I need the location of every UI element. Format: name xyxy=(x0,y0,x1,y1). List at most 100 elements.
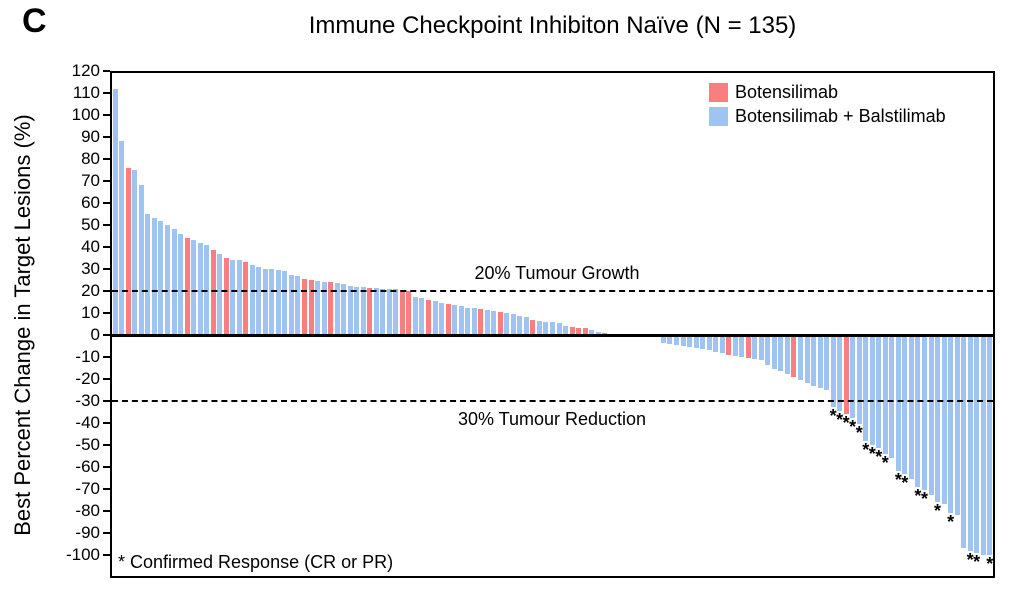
bar xyxy=(667,335,673,344)
bar xyxy=(269,269,275,335)
confirmed-response-star: * xyxy=(862,439,870,460)
bar xyxy=(523,317,529,335)
bar xyxy=(856,335,862,425)
bar xyxy=(719,335,725,353)
y-tick-mark xyxy=(103,180,110,182)
bar xyxy=(752,335,758,360)
bar xyxy=(256,266,262,335)
y-tick-label: 60 xyxy=(81,193,100,212)
zero-baseline xyxy=(112,333,993,337)
bar xyxy=(484,309,490,335)
chart-title: Immune Checkpoint Inhibiton Naïve (N = 1… xyxy=(308,12,797,39)
y-tick-mark xyxy=(103,422,110,424)
bar xyxy=(504,313,510,335)
bar xyxy=(302,278,307,335)
bar xyxy=(987,335,993,555)
confirmed-response-star: * xyxy=(836,409,844,430)
bar xyxy=(439,303,445,335)
confirmed-response-star: * xyxy=(855,423,863,444)
y-tick-label: -90 xyxy=(75,523,100,542)
legend-item-botensilimab-balstilimab: Botensilimab + Balstilimab xyxy=(709,106,946,126)
y-tick-mark xyxy=(103,290,110,292)
y-tick-label: 110 xyxy=(72,83,100,102)
bar xyxy=(249,264,255,335)
bar xyxy=(830,335,836,407)
legend-label: Botensilimab + Balstilimab xyxy=(735,106,946,126)
bar xyxy=(576,328,582,335)
y-tick-mark xyxy=(103,246,110,248)
y-tick-label: -60 xyxy=(75,457,100,476)
confirmed-response-footnote: * Confirmed Response (CR or PR) xyxy=(118,552,394,572)
bar xyxy=(230,260,236,335)
bar xyxy=(380,288,386,335)
bar xyxy=(471,307,477,335)
confirmed-response-star: * xyxy=(875,447,883,468)
bar xyxy=(419,297,425,335)
y-tick-mark xyxy=(103,268,110,270)
bar xyxy=(660,335,666,343)
bar xyxy=(341,284,347,335)
y-tick-mark xyxy=(103,158,110,160)
bar xyxy=(569,327,575,335)
bar xyxy=(921,335,927,491)
legend-label: Botensilimab xyxy=(735,82,839,102)
bar xyxy=(171,229,177,335)
bar xyxy=(223,258,229,335)
bar xyxy=(700,335,706,350)
y-tick-mark xyxy=(103,224,110,226)
bar xyxy=(889,335,895,459)
confirmed-response-star: * xyxy=(947,512,955,533)
y-tick-label: 10 xyxy=(81,303,100,322)
bar xyxy=(771,335,777,370)
bar xyxy=(530,319,536,335)
y-tick-label: 120 xyxy=(71,61,100,80)
bar xyxy=(426,299,431,335)
bar xyxy=(315,281,321,335)
bar xyxy=(980,335,986,555)
confirmed-response-star: * xyxy=(914,485,922,506)
bar xyxy=(732,335,738,356)
bar xyxy=(582,328,588,335)
bar xyxy=(262,269,268,335)
y-tick-mark xyxy=(103,532,110,534)
y-tick-label: -70 xyxy=(75,479,100,498)
bar xyxy=(882,335,888,454)
confirmed-response-star: * xyxy=(829,405,837,426)
bar xyxy=(347,285,353,335)
confirmed-response-star: * xyxy=(986,554,994,574)
growth-reference-line xyxy=(112,290,993,292)
bar xyxy=(745,335,751,359)
botensilimab-balstilimab-color-swatch xyxy=(709,107,728,126)
y-tick-mark xyxy=(103,554,110,556)
botensilimab-color-swatch xyxy=(709,83,728,102)
bar xyxy=(145,214,151,335)
bar xyxy=(791,335,797,377)
bar xyxy=(517,316,523,335)
confirmed-response-star: * xyxy=(881,452,889,473)
bar xyxy=(739,335,745,357)
confirmed-response-star: * xyxy=(920,489,928,510)
bar xyxy=(817,335,823,388)
y-tick-label: 100 xyxy=(71,105,100,124)
bar xyxy=(386,288,392,335)
bar xyxy=(119,141,125,335)
bar xyxy=(197,242,203,335)
bar xyxy=(125,167,131,335)
bar xyxy=(673,335,679,345)
bar xyxy=(876,335,882,449)
y-tick-label: -30 xyxy=(75,391,100,410)
bar xyxy=(275,270,281,335)
bar xyxy=(112,88,118,335)
bar xyxy=(915,335,921,487)
bar xyxy=(367,287,373,335)
bar xyxy=(550,321,555,335)
bar xyxy=(282,271,288,335)
y-tick-mark xyxy=(103,356,110,358)
y-tick-mark xyxy=(103,444,110,446)
bar xyxy=(510,314,516,335)
bar xyxy=(151,218,157,335)
y-tick-label: -80 xyxy=(75,501,100,520)
bar xyxy=(308,280,314,335)
bar xyxy=(184,238,190,335)
y-tick-label: 90 xyxy=(81,127,100,146)
